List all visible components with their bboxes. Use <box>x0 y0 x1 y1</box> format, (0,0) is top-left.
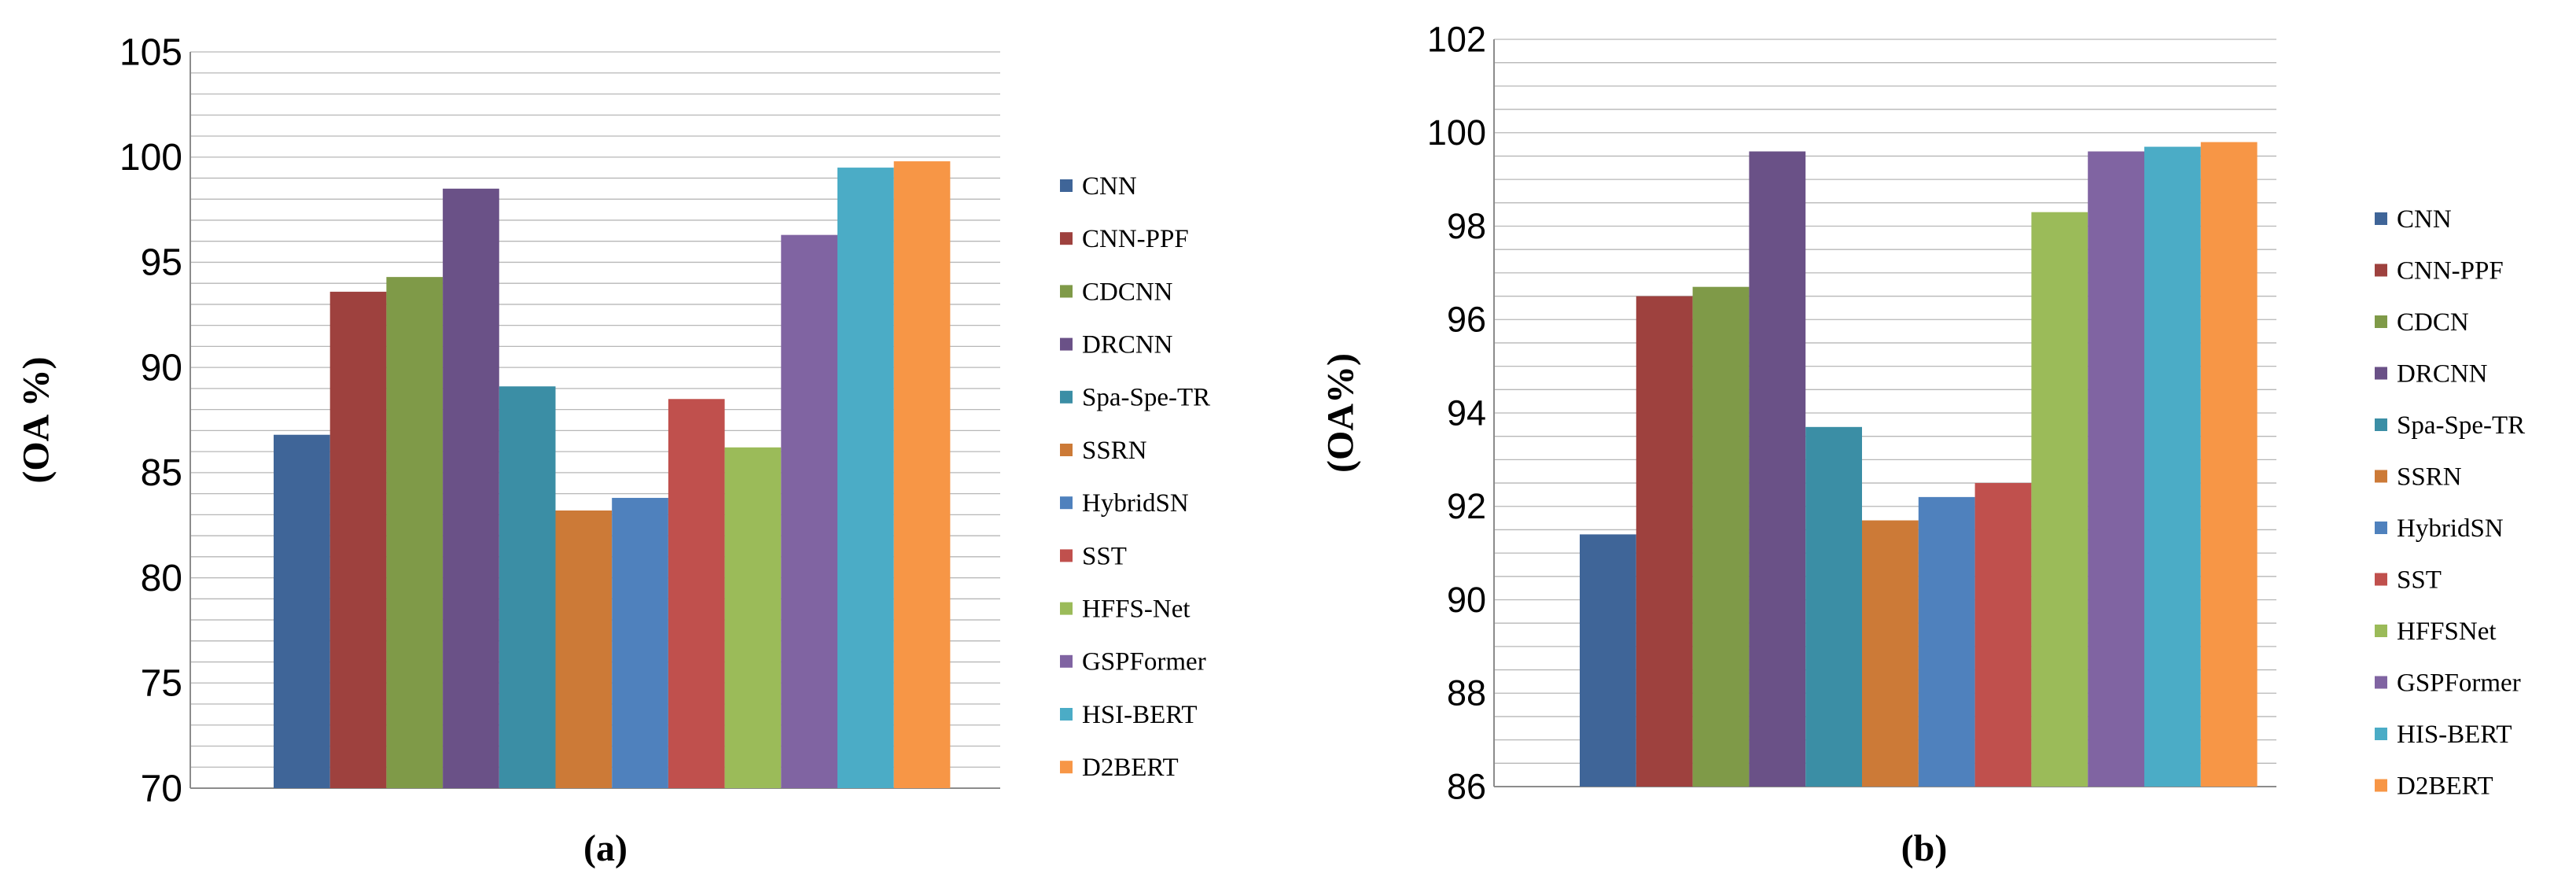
bar-cnn <box>274 434 330 788</box>
legend-swatch <box>2375 728 2387 740</box>
legend-a: CNN CNN-PPF CDCNN DRCNN Spa-Spe-TR SSRN Hybrid… <box>1060 172 1210 782</box>
legend-label: SSRN <box>2397 463 2462 491</box>
legend-label: DRCNN <box>2397 359 2488 388</box>
y-tick-label: 88 <box>1447 673 1486 713</box>
y-tick-label: 95 <box>141 242 182 284</box>
legend-label: SST <box>2397 566 2442 594</box>
legend-swatch <box>1060 708 1073 721</box>
chart-panel-b: 86 88 90 92 94 96 98 100 102 (OA%) CNN CNN-PPF CDCN D… <box>1320 19 2526 869</box>
bar-spa-spe-tr <box>499 386 556 788</box>
legend-swatch <box>2375 625 2387 637</box>
legend-swatch <box>1060 496 1073 510</box>
legend-swatch <box>1060 337 1073 351</box>
bar-hybridsn <box>612 497 668 788</box>
legend-swatch <box>2375 264 2387 277</box>
y-tick-label: 98 <box>1447 206 1486 246</box>
y-tick-label: 75 <box>141 663 182 705</box>
legend-swatch <box>2375 522 2387 534</box>
chart-panel-a: 70 75 80 85 90 95 100 105 (OA %) CNN CNN-PPF CDCNN D… <box>16 31 1211 869</box>
y-tick-label: 70 <box>141 768 182 809</box>
legend-label: CNN <box>1082 172 1137 201</box>
bar-cdcnn <box>386 277 443 788</box>
legend-label: HIS-BERT <box>2397 721 2512 749</box>
legend-label: CNN <box>2397 205 2452 234</box>
bar-cnn <box>1580 534 1636 787</box>
legend-swatch <box>1060 761 1073 774</box>
y-tick-label: 90 <box>1447 580 1486 620</box>
bar-sst <box>1974 483 2032 787</box>
legend-swatch <box>1060 654 1073 668</box>
bar-hybridsn <box>1918 496 1975 787</box>
legend-swatch <box>1060 444 1073 456</box>
legend-swatch <box>1060 390 1073 404</box>
legend-swatch <box>1060 285 1073 298</box>
legend-label: CNN-PPF <box>2397 256 2504 285</box>
y-axis-label: (OA %) <box>16 356 57 483</box>
bar-d2bert <box>893 161 951 788</box>
legend-label: DRCNN <box>1082 330 1173 359</box>
bar-spa-spe-tr <box>1805 426 1862 787</box>
bar-cnn-ppf <box>329 291 387 789</box>
y-tick-label: 100 <box>120 137 182 179</box>
y-tick-label: 96 <box>1447 300 1486 340</box>
bar-gspformer <box>781 234 837 789</box>
legend-swatch <box>2375 573 2387 586</box>
legend-label: HFFS-Net <box>1082 595 1190 623</box>
legend-swatch <box>2375 367 2387 380</box>
y-tick-label: 90 <box>141 347 182 389</box>
legend-swatch <box>1060 232 1073 245</box>
legend-label: SST <box>1082 542 1127 570</box>
bar-cdcn <box>1692 286 1750 787</box>
chart-caption-a: (a) <box>583 827 627 869</box>
legend-label: CNN-PPF <box>1082 225 1189 253</box>
legend-label: CDCNN <box>1082 278 1173 306</box>
bar-hffsnet <box>2031 212 2088 787</box>
y-tick-label: 100 <box>1427 112 1486 153</box>
legend-label: HFFSNet <box>2397 617 2497 646</box>
bar-d2bert <box>2200 142 2258 787</box>
bar-his-bert <box>2144 146 2201 787</box>
y-axis-label: (OA%) <box>1320 353 1362 473</box>
legend-label: HybridSN <box>1082 489 1189 518</box>
legend-b: CNN CNN-PPF CDCN DRCNN Spa-Spe-TR SSRN HybridS… <box>2375 205 2525 800</box>
y-tick-label: 105 <box>120 31 182 73</box>
legend-swatch <box>1060 602 1073 615</box>
bar-drcnn <box>443 188 499 789</box>
y-tick-label: 94 <box>1447 393 1486 433</box>
legend-label: HybridSN <box>2397 514 2504 543</box>
y-tick-label: 80 <box>141 558 182 599</box>
legend-label: D2BERT <box>2397 772 2493 800</box>
legend-label: Spa-Spe-TR <box>1082 384 1210 412</box>
legend-swatch <box>2375 779 2387 792</box>
bar-ssrn <box>555 510 613 788</box>
legend-label: Spa-Spe-TR <box>2397 411 2525 440</box>
y-tick-label: 92 <box>1447 486 1486 526</box>
bar-sst <box>668 399 725 788</box>
legend-swatch <box>2375 212 2387 225</box>
bar-gspformer <box>2088 151 2144 787</box>
bar-hsi-bert <box>837 168 894 789</box>
chart-caption-b: (b) <box>1901 827 1948 869</box>
legend-label: HSI-BERT <box>1082 701 1198 729</box>
legend-swatch <box>1060 549 1073 562</box>
legend-swatch <box>1060 179 1073 192</box>
bar-hffs-net <box>724 447 782 788</box>
legend-swatch <box>2375 470 2387 483</box>
legend-swatch <box>2375 676 2387 689</box>
legend-label: GSPFormer <box>2397 669 2521 697</box>
legend-label: SSRN <box>1082 437 1147 465</box>
y-tick-label: 85 <box>141 452 182 494</box>
y-tick-label: 86 <box>1447 766 1486 806</box>
legend-label: GSPFormer <box>1082 648 1206 676</box>
bar-cnn-ppf <box>1636 296 1693 787</box>
bar-drcnn <box>1749 151 1806 787</box>
legend-swatch <box>2375 315 2387 328</box>
y-tick-label: 102 <box>1427 19 1486 59</box>
legend-swatch <box>2375 418 2387 431</box>
legend-label: CDCN <box>2397 308 2469 337</box>
bar-ssrn <box>1862 520 1919 787</box>
legend-label: D2BERT <box>1082 754 1179 782</box>
